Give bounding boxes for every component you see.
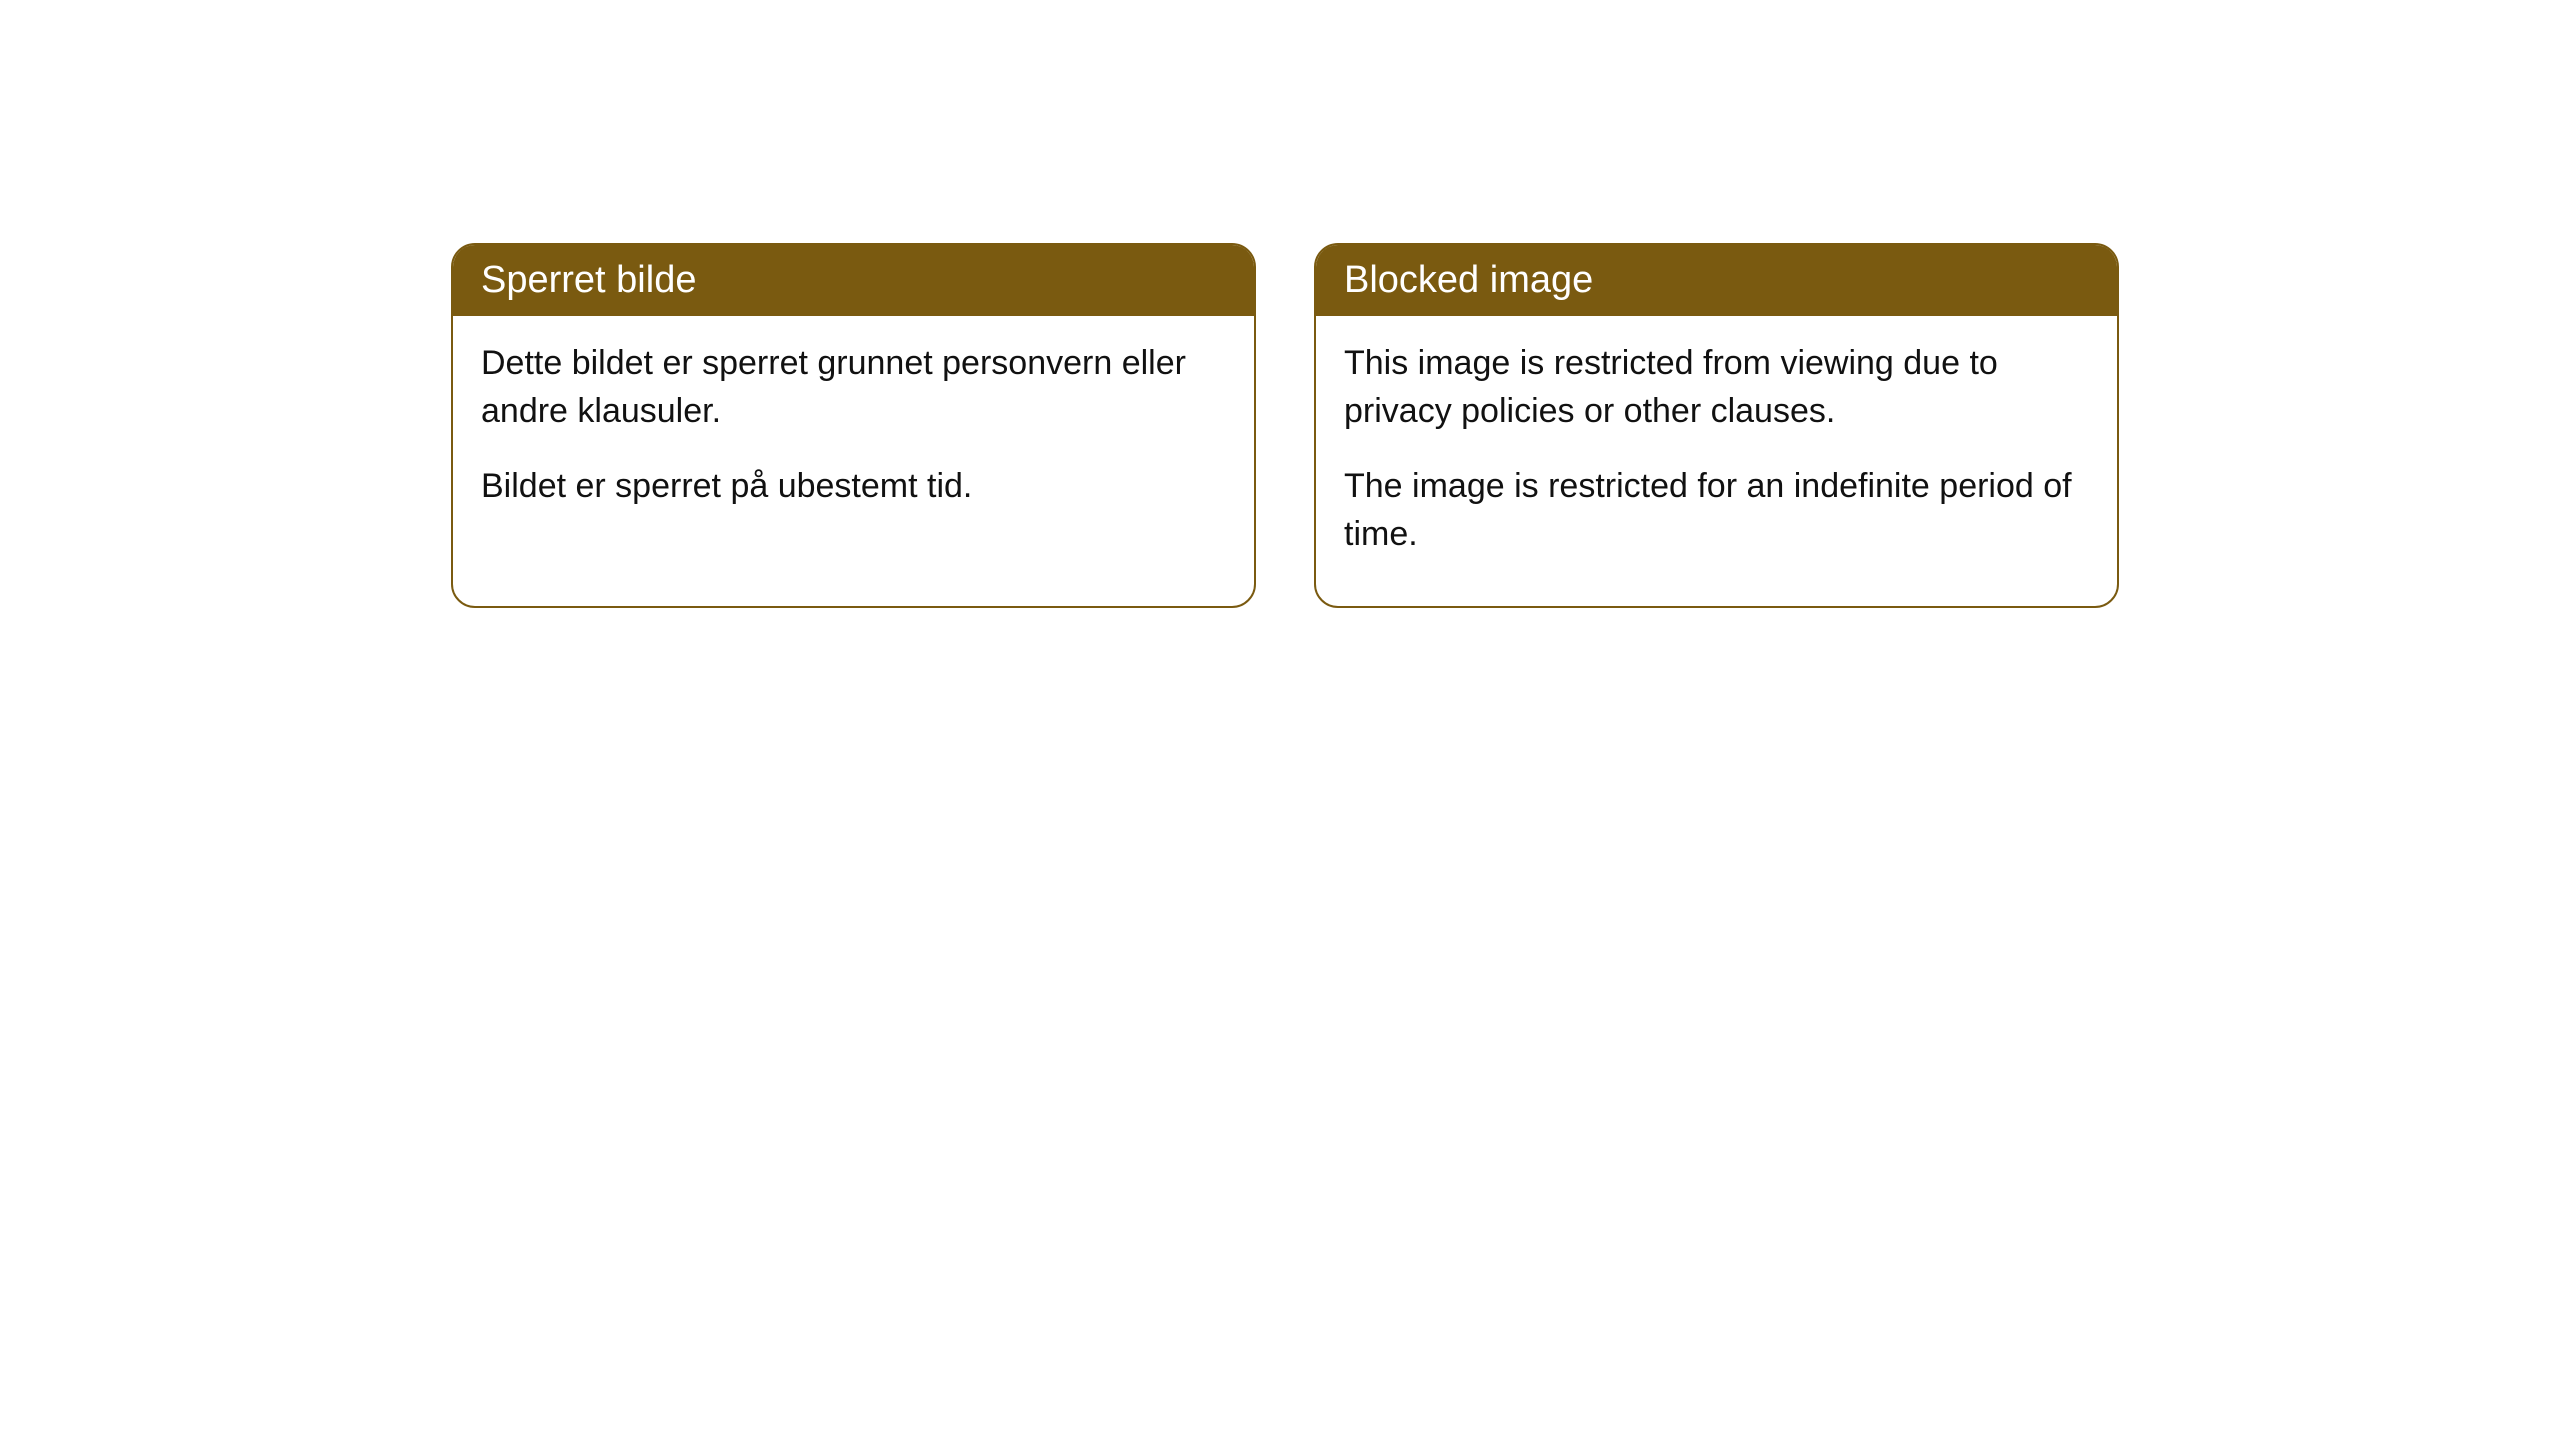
notice-paragraph-2-english: The image is restricted for an indefinit… bbox=[1344, 463, 2089, 558]
notice-card-norwegian: Sperret bilde Dette bildet er sperret gr… bbox=[451, 243, 1256, 608]
notice-paragraph-2-norwegian: Bildet er sperret på ubestemt tid. bbox=[481, 463, 1226, 511]
notice-header-norwegian: Sperret bilde bbox=[453, 245, 1254, 316]
notice-paragraph-1-english: This image is restricted from viewing du… bbox=[1344, 340, 2089, 435]
notice-body-norwegian: Dette bildet er sperret grunnet personve… bbox=[453, 316, 1254, 559]
notice-container: Sperret bilde Dette bildet er sperret gr… bbox=[451, 243, 2119, 608]
notice-paragraph-1-norwegian: Dette bildet er sperret grunnet personve… bbox=[481, 340, 1226, 435]
notice-body-english: This image is restricted from viewing du… bbox=[1316, 316, 2117, 606]
notice-card-english: Blocked image This image is restricted f… bbox=[1314, 243, 2119, 608]
notice-header-english: Blocked image bbox=[1316, 245, 2117, 316]
